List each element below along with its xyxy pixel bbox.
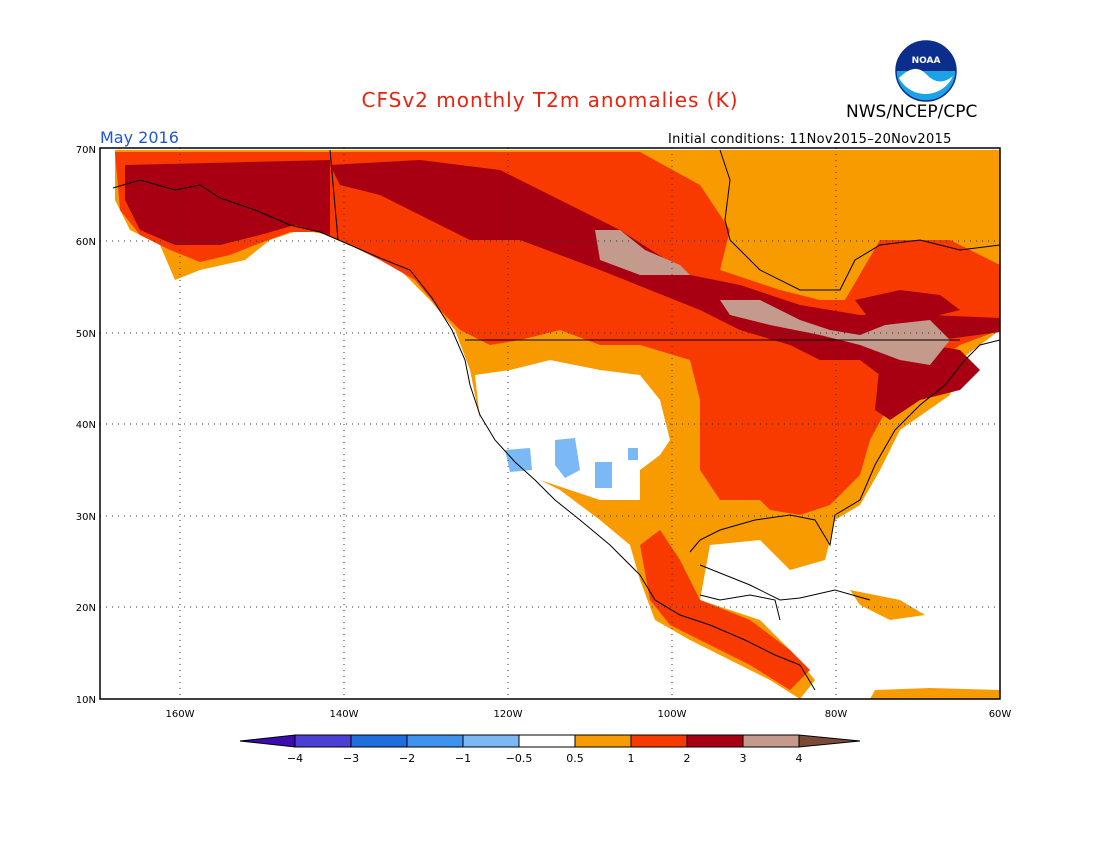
map-frame (99, 147, 1001, 700)
colorbar-label: −2 (399, 752, 415, 765)
colorbar-label: 4 (796, 752, 803, 765)
colorbar-swatch (742, 734, 800, 748)
colorbar-label: −0.5 (506, 752, 533, 765)
colorbar-swatch (462, 734, 520, 748)
lon-label: 100W (658, 709, 687, 720)
colorbar-swatch (686, 734, 744, 748)
forecast-month: May 2016 (100, 128, 179, 147)
lat-label: 20N (76, 603, 96, 614)
lon-label: 140W (330, 709, 359, 720)
lat-label: 10N (76, 695, 96, 706)
colorbar-swatch (518, 734, 576, 748)
initial-conditions: Initial conditions: 11Nov2015–20Nov2015 (668, 132, 952, 147)
lon-label: 80W (825, 709, 848, 720)
noaa-logo: NOAA (895, 40, 957, 102)
lon-label: 60W (989, 709, 1012, 720)
colorbar-label: 1 (628, 752, 635, 765)
colorbar-swatch (294, 734, 352, 748)
lat-labels: 70N 60N 50N 40N 30N 20N 10N (76, 145, 96, 706)
lat-label: 70N (76, 145, 96, 156)
colorbar-swatch (239, 734, 296, 748)
organization-label: NWS/NCEP/CPC (846, 102, 978, 122)
lon-labels: 160W 140W 120W 100W 80W 60W (166, 709, 1012, 720)
colorbar-label: −1 (455, 752, 471, 765)
logo-text: NOAA (912, 56, 941, 66)
colorbar-swatch (574, 734, 632, 748)
colorbar-label: −4 (287, 752, 303, 765)
colorbar-label: 3 (740, 752, 747, 765)
colorbar-swatch (350, 734, 408, 748)
anomaly-field (115, 150, 1000, 699)
lat-label: 40N (76, 420, 96, 431)
colorbar-label: 2 (684, 752, 691, 765)
colorbar-swatch (630, 734, 688, 748)
colorbar-label: 0.5 (566, 752, 584, 765)
lat-label: 50N (76, 329, 96, 340)
colorbar-swatch (798, 734, 861, 748)
lat-label: 60N (76, 237, 96, 248)
lat-label: 30N (76, 512, 96, 523)
colorbar-label: −3 (343, 752, 359, 765)
coastlines (112, 149, 1000, 691)
lon-label: 120W (494, 709, 523, 720)
graticule (100, 148, 1000, 699)
colorbar: −4 −3 −2 −1 −0.5 0.5 1 2 3 4 (239, 734, 861, 765)
map-title: CFSv2 monthly T2m anomalies (K) (361, 88, 739, 112)
colorbar-swatch (406, 734, 464, 748)
lon-label: 160W (166, 709, 195, 720)
